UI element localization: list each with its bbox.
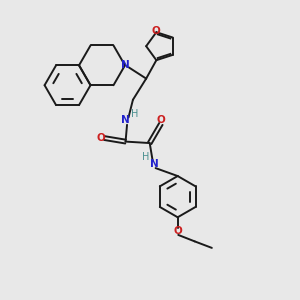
Text: H: H [142, 152, 150, 162]
Text: N: N [122, 60, 130, 70]
Text: O: O [97, 133, 105, 143]
Text: O: O [173, 226, 182, 236]
Text: O: O [152, 26, 161, 36]
Text: N: N [121, 116, 130, 125]
Text: N: N [150, 159, 158, 169]
Text: O: O [157, 115, 165, 125]
Text: H: H [131, 109, 138, 118]
